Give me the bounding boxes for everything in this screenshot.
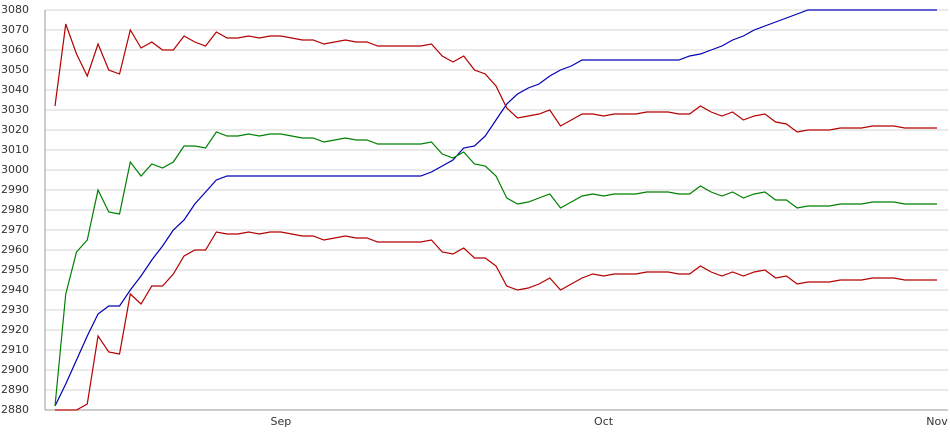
y-tick-label: 2900 [1,363,29,376]
series-line [54,131,937,407]
y-tick-label: 2910 [1,343,29,356]
y-tick-label: 2940 [1,283,29,296]
x-tick-label: Oct [594,415,614,428]
y-tick-label: 3050 [1,63,29,76]
y-tick-label: 3080 [1,3,29,16]
series-line [54,9,937,407]
series-line [54,23,937,133]
y-tick-label: 3030 [1,103,29,116]
y-tick-label: 3020 [1,123,29,136]
y-tick-label: 3070 [1,23,29,36]
y-tick-label: 2970 [1,223,29,236]
y-tick-label: 3060 [1,43,29,56]
y-tick-label: 2960 [1,243,29,256]
y-tick-label: 3000 [1,163,29,176]
y-tick-label: 2950 [1,263,29,276]
y-tick-label: 3010 [1,143,29,156]
y-tick-label: 2920 [1,323,29,336]
y-tick-label: 2990 [1,183,29,196]
y-tick-label: 2930 [1,303,29,316]
series-line [55,231,937,411]
y-tick-label: 2880 [1,403,29,416]
y-tick-label: 2890 [1,383,29,396]
x-tick-label: Sep [271,415,292,428]
x-tick-label: Nov [926,415,948,428]
y-tick-label: 3040 [1,83,29,96]
y-tick-label: 2980 [1,203,29,216]
